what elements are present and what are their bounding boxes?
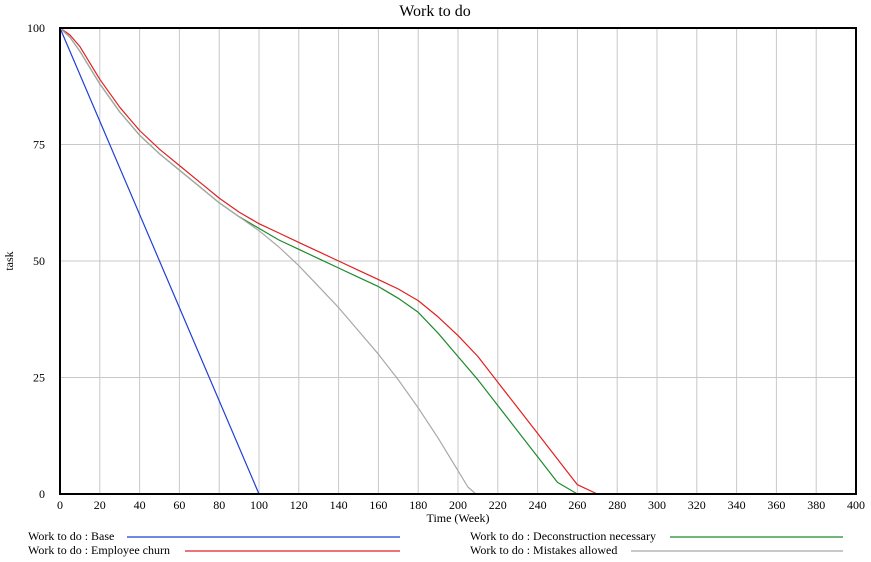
legend-label: Work to do : Employee churn (28, 543, 170, 557)
y-tick-label: 50 (33, 254, 45, 268)
x-tick-label: 260 (568, 498, 586, 512)
x-tick-label: 20 (94, 498, 106, 512)
x-tick-label: 340 (728, 498, 746, 512)
x-tick-label: 160 (369, 498, 387, 512)
tick-labels: 0 20 40 60 80 100 120 140 160 180 200 220 240 260 280 3… (27, 21, 865, 512)
y-tick-label: 25 (33, 371, 45, 385)
y-axis-label: task (2, 251, 16, 270)
x-axis-label: Time (Week) (427, 511, 490, 525)
x-tick-label: 320 (688, 498, 706, 512)
x-tick-label: 40 (134, 498, 146, 512)
x-tick-label: 60 (173, 498, 185, 512)
legend-label: Work to do : Base (28, 529, 114, 543)
y-tick-label: 75 (33, 138, 45, 152)
x-tick-label: 240 (529, 498, 547, 512)
chart-title: Work to do (399, 3, 471, 20)
x-tick-label: 280 (608, 498, 626, 512)
x-tick-label: 200 (449, 498, 467, 512)
x-tick-label: 400 (847, 498, 865, 512)
x-tick-label: 380 (807, 498, 825, 512)
legend-label: Work to do : Deconstruction necessary (470, 529, 656, 543)
x-tick-label: 0 (57, 498, 63, 512)
legend: Work to do : Base Work to do : Deconstruc… (28, 529, 843, 557)
plot-frame (59, 27, 857, 495)
series-line-3 (59, 27, 856, 495)
x-tick-label: 120 (290, 498, 308, 512)
x-tick-label: 360 (767, 498, 785, 512)
x-tick-label: 220 (489, 498, 507, 512)
y-tick-label: 100 (27, 21, 45, 35)
x-tick-label: 80 (213, 498, 225, 512)
y-tick-label: 0 (39, 487, 45, 501)
grid (59, 27, 857, 495)
x-tick-label: 180 (409, 498, 427, 512)
x-tick-label: 140 (330, 498, 348, 512)
x-tick-label: 100 (250, 498, 268, 512)
legend-label: Work to do : Mistakes allowed (470, 543, 617, 557)
series-line-4 (59, 27, 856, 495)
x-tick-label: 300 (648, 498, 666, 512)
